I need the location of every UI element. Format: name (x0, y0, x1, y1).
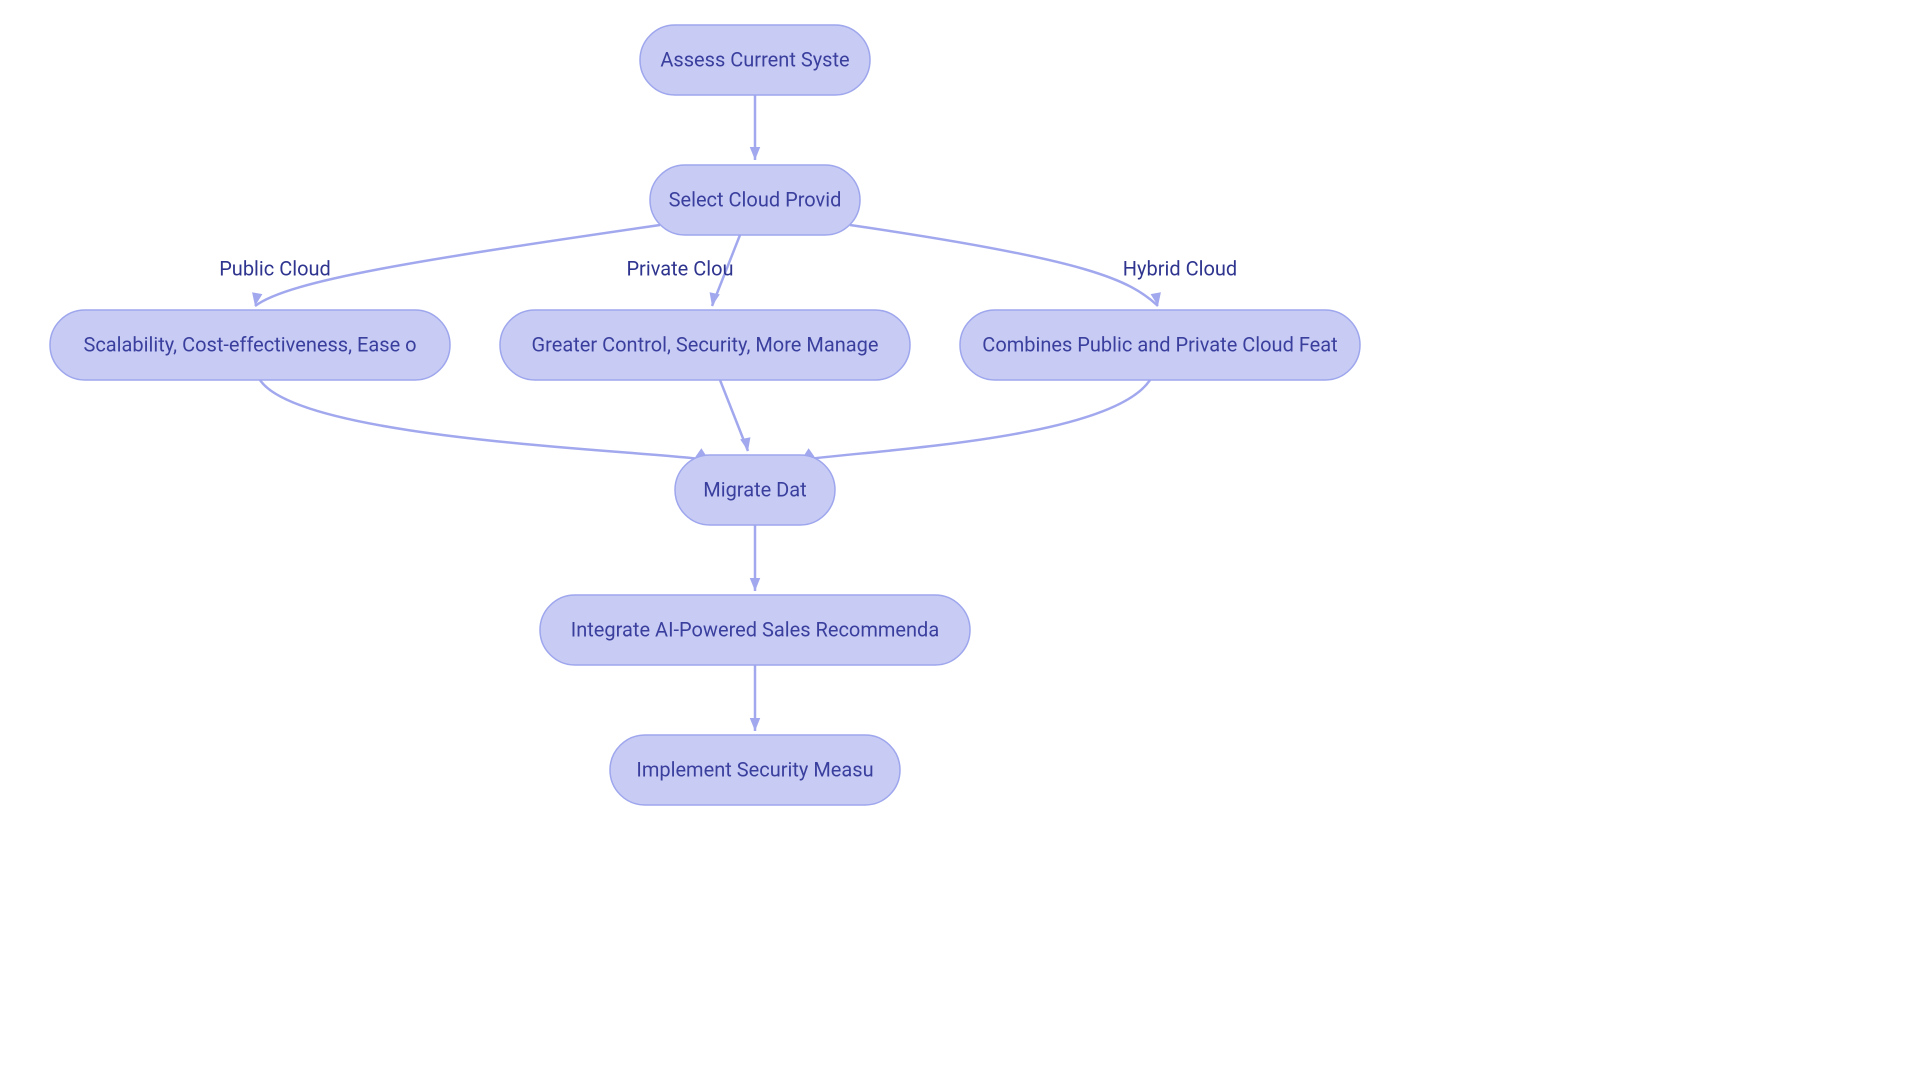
node-label-public: Scalability, Cost-effectiveness, Ease o (83, 332, 416, 356)
node-private: Greater Control, Security, More Manage (500, 310, 910, 380)
node-select: Select Cloud Provid (650, 165, 860, 235)
arrow-head (750, 578, 760, 591)
edge-label-select-public: Public Cloud (219, 256, 331, 280)
node-label-assess: Assess Current Syste (660, 47, 849, 71)
node-label-hybrid: Combines Public and Private Cloud Feat (982, 332, 1337, 356)
node-label-security: Implement Security Measu (636, 757, 873, 781)
node-label-select: Select Cloud Provid (669, 187, 842, 211)
edge-label-select-hybrid: Hybrid Cloud (1123, 256, 1237, 280)
node-assess: Assess Current Syste (640, 25, 870, 95)
node-label-private: Greater Control, Security, More Manage (532, 332, 879, 356)
node-hybrid: Combines Public and Private Cloud Feat (960, 310, 1360, 380)
edge-hybrid-migrate (801, 380, 1150, 460)
arrow-head (740, 437, 750, 451)
edge-public-migrate (260, 380, 709, 460)
node-label-migrate: Migrate Dat (703, 477, 806, 501)
arrow-head (750, 718, 760, 731)
node-label-integrate: Integrate AI-Powered Sales Recommenda (571, 617, 939, 641)
nodes-layer: Assess Current Syste Select Cloud Provid S… (50, 25, 1360, 805)
arrow-head (750, 147, 760, 160)
arrow-head (710, 292, 720, 306)
edge-label-select-private: Private Clou (626, 256, 733, 280)
node-integrate: Integrate AI-Powered Sales Recommenda (540, 595, 970, 665)
node-migrate: Migrate Dat (675, 455, 835, 525)
node-security: Implement Security Measu (610, 735, 900, 805)
edge-select-hybrid (850, 225, 1158, 306)
node-public: Scalability, Cost-effectiveness, Ease o (50, 310, 450, 380)
flowchart-canvas: Assess Current Syste Select Cloud Provid S… (0, 0, 1920, 1080)
